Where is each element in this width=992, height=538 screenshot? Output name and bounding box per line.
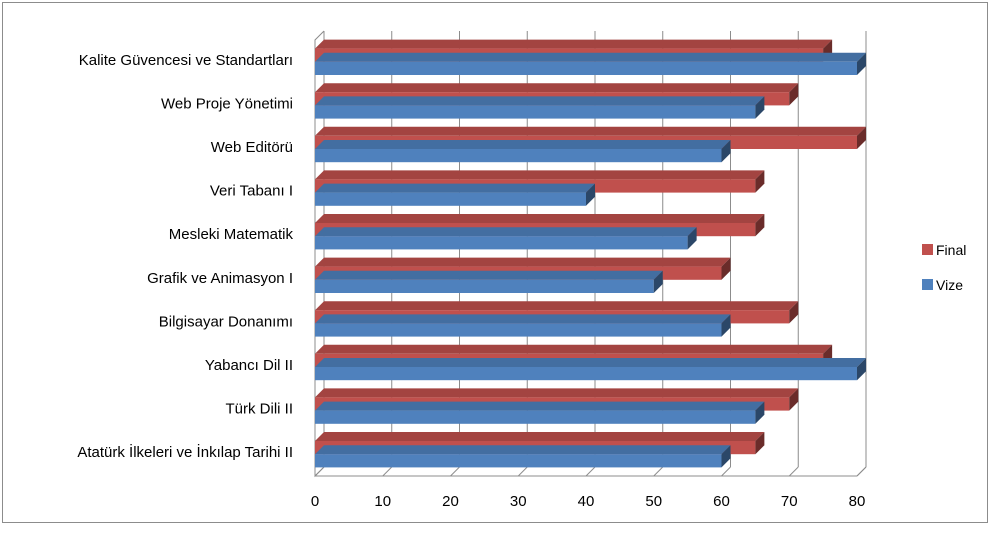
- bar-vize: [315, 314, 731, 337]
- legend-swatch: [922, 244, 933, 255]
- x-tick-label: 70: [781, 493, 798, 510]
- legend-label: Vize: [936, 277, 963, 293]
- bar-vize: [315, 183, 595, 206]
- legend-item-vize: Vize: [922, 277, 963, 293]
- x-tick-label: 50: [645, 493, 662, 510]
- floor-tick-50: [653, 466, 664, 477]
- x-tick-label: 80: [849, 493, 866, 510]
- bar-vize: [315, 270, 663, 293]
- category-label: Grafik ve Animasyon I: [147, 270, 293, 287]
- legend: Final Vize: [922, 242, 966, 293]
- category-label: Yabancı Dil II: [205, 357, 293, 374]
- category-labels: Kalite Güvencesi ve Standartları Web Proj…: [77, 52, 293, 461]
- floor-tick-60: [721, 466, 731, 477]
- floor-tick-40: [585, 466, 596, 477]
- bar-vize: [315, 358, 866, 381]
- legend-item-final: Final: [922, 242, 966, 258]
- x-tick-label: 40: [578, 493, 595, 510]
- legend-label: Final: [936, 242, 966, 258]
- bar-vize: [315, 96, 765, 119]
- x-tick-label: 60: [713, 493, 730, 510]
- x-tick-label: 30: [510, 493, 527, 510]
- x-tick-label: 20: [442, 493, 459, 510]
- floor-right-edge: [856, 466, 867, 477]
- x-tick-label: 0: [311, 493, 319, 510]
- floor-tick-70: [788, 466, 799, 477]
- legend-swatch: [922, 279, 933, 290]
- x-tick-label: 10: [374, 493, 391, 510]
- side-wall: [314, 30, 325, 478]
- category-label: Web Proje Yönetimi: [161, 95, 293, 112]
- bar-vize: [315, 445, 731, 468]
- floor-tick-20: [450, 466, 460, 477]
- category-label: Mesleki Matematik: [169, 226, 294, 243]
- bar-vize: [315, 227, 697, 250]
- category-label: Türk Dili II: [226, 401, 294, 418]
- floor-tick-10: [382, 466, 393, 477]
- category-label: Bilgisayar Donanımı: [159, 313, 293, 330]
- category-label: Atatürk İlkeleri ve İnkılap Tarihi II: [77, 443, 293, 461]
- x-tick-labels: 0 10 20 30 40 50 60 70 80: [311, 493, 866, 510]
- floor-tick-30: [517, 466, 528, 477]
- category-label: Kalite Güvencesi ve Standartları: [79, 52, 293, 69]
- category-label: Web Editörü: [211, 139, 293, 156]
- bar-vize: [315, 140, 731, 163]
- category-label: Veri Tabanı I: [210, 183, 293, 200]
- bar-vize: [315, 401, 765, 424]
- bar-vize: [315, 52, 866, 75]
- bars: [315, 39, 866, 468]
